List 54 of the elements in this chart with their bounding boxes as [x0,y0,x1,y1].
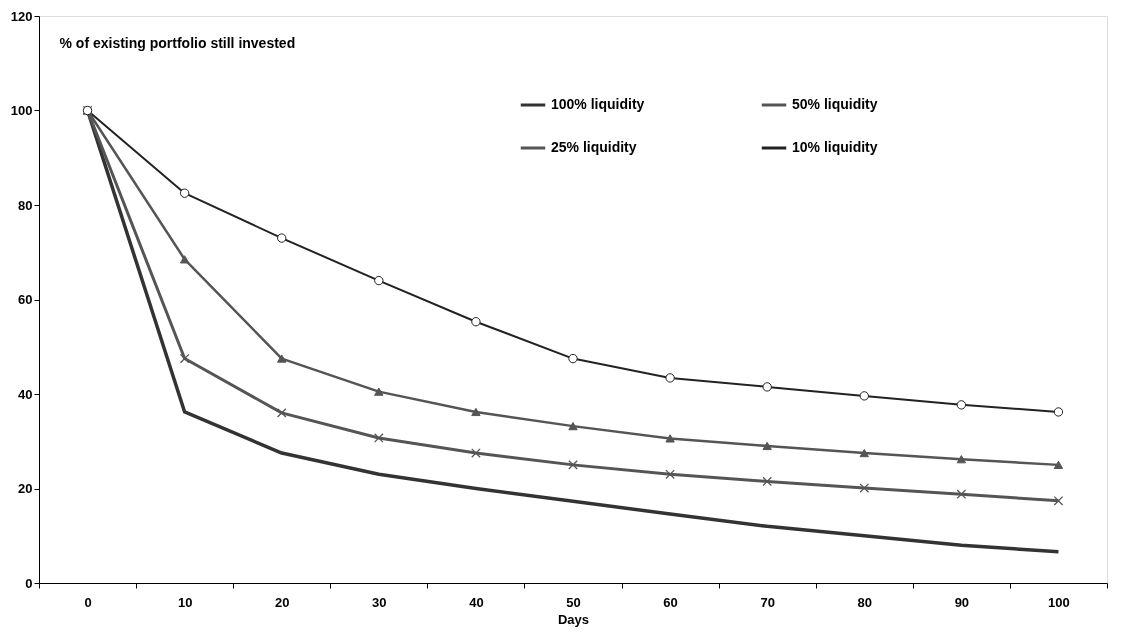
point [762,441,772,451]
point [568,353,578,364]
point [665,469,675,480]
x-tick-label: 100 [1048,594,1070,610]
point [277,233,287,243]
point [1053,407,1064,417]
point [762,382,772,392]
x-tick-label: 60 [663,594,678,610]
x-tick-label: 30 [372,594,387,610]
point [373,433,384,443]
y-tick-label: 20 [18,481,33,496]
point [956,489,967,499]
y-tick-label: 0 [25,575,33,591]
x-tick-label: 50 [566,594,581,610]
y-tick-label: 60 [18,292,33,307]
x-tick-label: 10 [177,594,193,610]
point [665,434,675,443]
point [471,317,481,327]
y-tick-label: 120 [10,8,33,24]
point [568,422,578,431]
point [1053,460,1064,469]
point [179,188,190,198]
point [665,373,675,383]
point [859,448,869,458]
x-tick-label: 70 [760,594,775,610]
y-tick-label: 40 [18,386,33,402]
point [762,476,773,487]
y-tick-label: 100 [10,103,33,118]
legend-label: 100% liquidity [551,96,645,112]
legend-label: 50% liquidity [792,96,878,112]
point [956,400,967,410]
point [471,448,481,458]
point [859,391,869,401]
x-tick-label: 90 [954,594,970,610]
point [956,455,967,464]
point [859,483,870,493]
point [277,354,287,363]
y-axis-title: % of existing portfolio still invested [59,34,296,51]
point [374,387,384,396]
point [568,460,578,470]
x-tick-label: 80 [857,594,873,610]
point [1053,495,1064,506]
point [374,275,384,286]
y-tick-label: 80 [18,197,33,213]
point [471,407,481,417]
x-tick-label: 40 [469,594,484,610]
point [179,255,190,264]
legend-label: 10% liquidity [792,139,878,155]
point [179,353,190,364]
point [276,408,287,418]
x-tick-label: 20 [274,594,290,610]
x-axis-title: Days [557,611,590,627]
x-tick-label: 0 [84,594,92,610]
legend-label: 25% liquidity [551,139,637,155]
